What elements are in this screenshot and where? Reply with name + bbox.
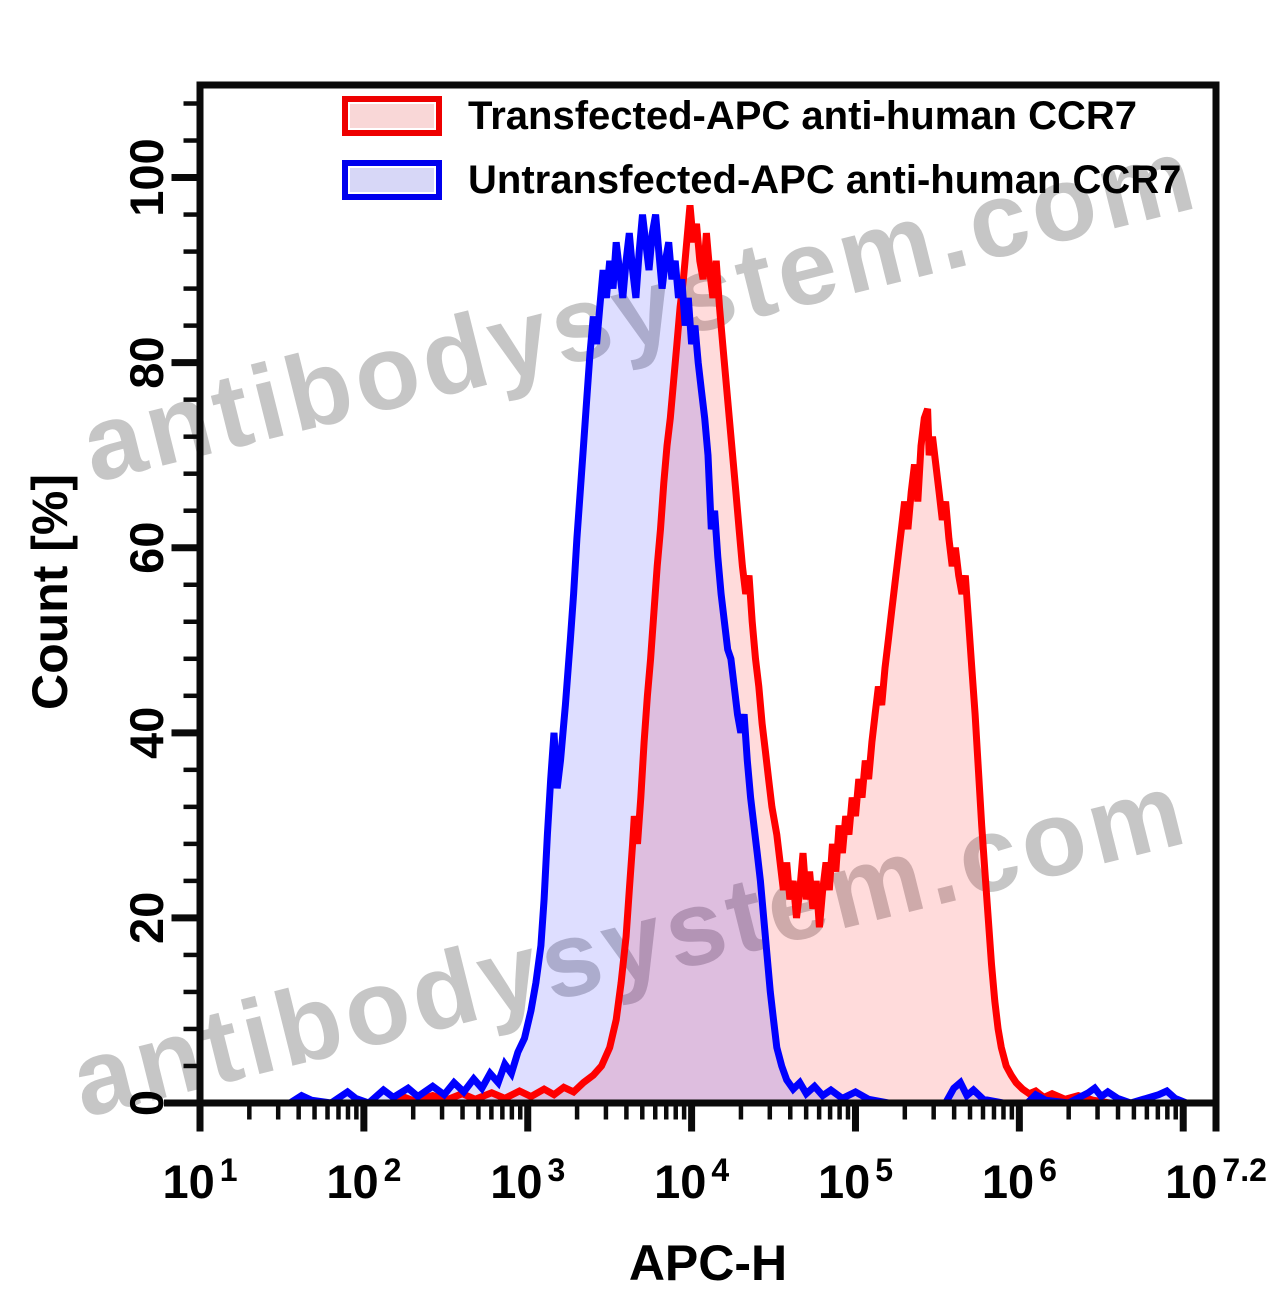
x-tick-label: 10 1 [162, 1152, 237, 1208]
y-tick-label: 20 [120, 892, 173, 944]
legend-swatch-red [342, 96, 442, 136]
x-tick-label: 10 6 [982, 1152, 1057, 1208]
legend-label-transfected: Transfected-APC anti-human CCR7 [468, 94, 1137, 138]
legend-label-untransfected: Untransfected-APC anti-human CCR7 [468, 158, 1182, 202]
legend-item-untransfected: Untransfected-APC anti-human CCR7 [342, 160, 1181, 200]
y-tick-label: 60 [120, 522, 173, 574]
x-tick-labels: 10 1 10 2 10 3 10 4 10 5 10 6 10 7.2 [162, 1152, 1266, 1208]
x-tick-label: 10 3 [490, 1152, 565, 1208]
x-axis-title: APC-H [628, 1235, 788, 1291]
x-tick-label: 10 4 [654, 1152, 729, 1208]
y-tick-label: 40 [120, 707, 173, 759]
legend: Transfected-APC anti-human CCR7 Untransf… [342, 96, 1181, 200]
legend-swatch-blue [342, 160, 442, 200]
x-tick-label: 10 7.2 [1165, 1152, 1267, 1208]
legend-swatch-blue-fill [350, 168, 434, 192]
y-axis-title: Count [%] [22, 473, 78, 711]
y-tick-label: 100 [120, 138, 173, 216]
x-tick-label: 10 5 [818, 1152, 893, 1208]
legend-swatch-red-fill [350, 104, 434, 128]
legend-item-transfected: Transfected-APC anti-human CCR7 [342, 96, 1181, 136]
x-tick-label: 10 2 [326, 1152, 401, 1208]
watermark-line-2: antibodysystem.com [60, 748, 1200, 1141]
